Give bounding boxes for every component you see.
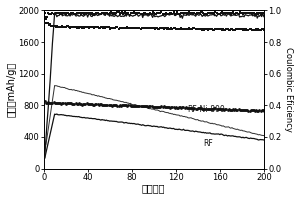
Y-axis label: 容量（mAh/g）: 容量（mAh/g） [7,62,17,117]
Text: RF: RF [203,139,213,148]
X-axis label: 循环次数: 循环次数 [142,183,166,193]
Text: RF-Ni-800: RF-Ni-800 [187,105,224,114]
Y-axis label: Coulombic Eficiency: Coulombic Eficiency [284,47,293,132]
